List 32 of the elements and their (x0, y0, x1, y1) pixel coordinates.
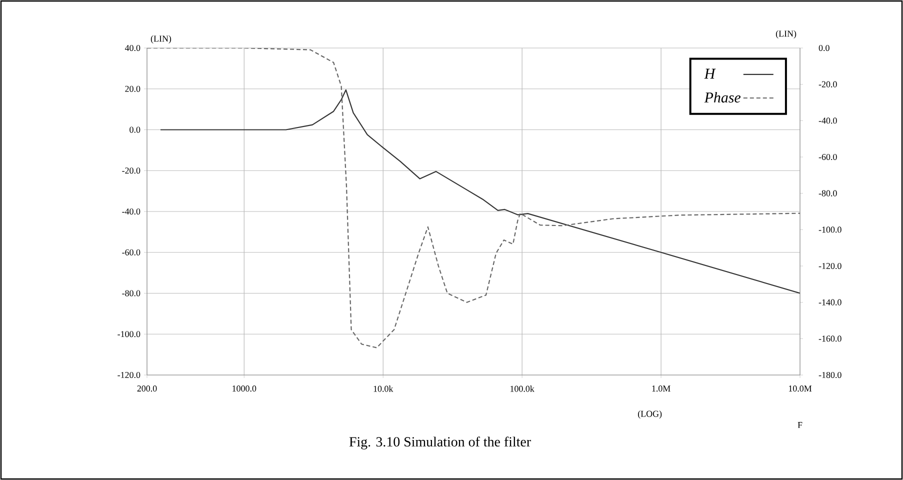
y2-tick-label: -180.0 (818, 372, 842, 378)
y2-tick-label: 0.0 (818, 44, 830, 52)
y-tick-label: -120.0 (118, 372, 140, 378)
y-tick-label: -60.0 (122, 249, 140, 256)
y-axis-title: (LIN) (150, 35, 172, 44)
x-tick-label: 1000.0 (232, 386, 256, 392)
y2-tick-label: -100.0 (818, 226, 842, 233)
y-tick-label: 0.0 (130, 126, 140, 133)
y2-axis-title: (LIN) (776, 30, 796, 38)
y2-tick-label: -160.0 (818, 336, 842, 342)
y-tick-label: -20.0 (122, 168, 140, 174)
y2-tick-label: -80.0 (818, 190, 837, 196)
y2-tick-label: -20.0 (818, 81, 837, 88)
x-tick-label: 100.0k (510, 386, 534, 392)
y-tick-label: -80.0 (122, 290, 140, 296)
y2-tick-label: -120.0 (818, 262, 842, 270)
y2-tick-label: -60.0 (818, 154, 837, 160)
y2-tick-label: -40.0 (818, 118, 837, 124)
y-tick-label: 20.0 (125, 86, 140, 92)
y-tick-label: 40.0 (124, 44, 140, 52)
text: F (798, 422, 802, 428)
legend-label: Phase (704, 92, 741, 103)
caption: Fig. 3.10 Simulation of the filter (349, 436, 531, 450)
y-tick-label: -100.0 (118, 331, 140, 338)
x-axis-title: (LOG) (638, 410, 662, 419)
x-tick-label: 10.0k (374, 386, 394, 392)
x-tick-label: 1.0M (652, 386, 670, 392)
x-tick-label: 200.0 (137, 386, 157, 392)
legend-label: H (704, 68, 716, 79)
y-tick-label: -40.0 (122, 208, 140, 215)
y2-tick-label: -140.0 (818, 299, 842, 306)
x-tick-label: 10.0M (788, 386, 812, 392)
